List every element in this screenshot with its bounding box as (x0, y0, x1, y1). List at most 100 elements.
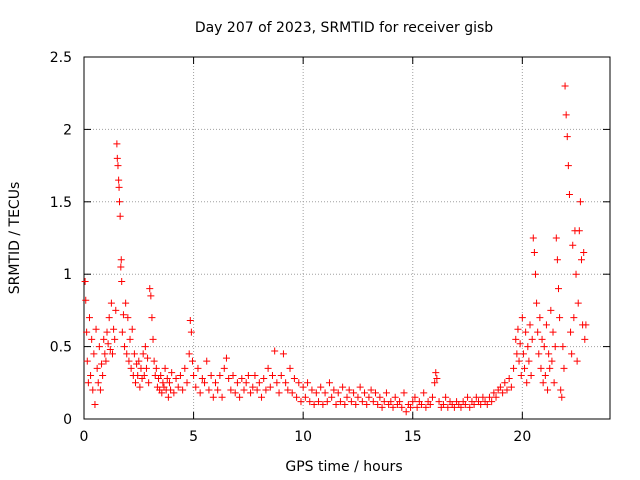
data-point (308, 386, 316, 394)
data-point (93, 364, 101, 372)
data-point (557, 386, 565, 394)
data-point (209, 393, 217, 401)
data-point (85, 314, 93, 322)
data-point (341, 401, 349, 409)
data-point (363, 401, 371, 409)
data-point (521, 364, 529, 372)
data-point (145, 379, 153, 387)
data-point (240, 386, 248, 394)
data-point (547, 306, 555, 314)
data-point (563, 133, 571, 141)
data-point (422, 403, 430, 411)
data-point (549, 328, 557, 336)
data-point (167, 386, 175, 394)
data-point (108, 350, 116, 358)
data-point (168, 369, 176, 377)
y-tick-label: 1.5 (50, 195, 72, 211)
data-point (334, 389, 342, 397)
data-point (535, 350, 543, 358)
data-point (187, 328, 195, 336)
data-point (565, 191, 573, 199)
data-point (499, 389, 507, 397)
data-point (115, 176, 123, 184)
data-point (163, 374, 171, 382)
data-point (538, 335, 546, 343)
data-point (582, 321, 590, 329)
data-point (550, 379, 558, 387)
data-point (525, 357, 533, 365)
data-point (398, 403, 406, 411)
data-point (479, 393, 487, 401)
data-point (315, 398, 323, 406)
data-point (104, 340, 112, 348)
data-point (389, 403, 397, 411)
data-point (174, 383, 182, 391)
data-point (328, 393, 336, 401)
data-point (517, 372, 525, 380)
data-point (207, 372, 215, 380)
data-point (146, 285, 154, 293)
data-point (159, 379, 167, 387)
data-point (442, 393, 450, 401)
data-point (567, 328, 575, 336)
x-tick-label: 10 (294, 429, 312, 445)
data-point (470, 401, 478, 409)
data-point (118, 277, 126, 285)
data-point (516, 340, 524, 348)
data-point (546, 364, 554, 372)
data-point (556, 314, 564, 322)
data-point (290, 374, 298, 382)
data-point (147, 292, 155, 300)
data-point (268, 372, 276, 380)
data-point (505, 374, 513, 382)
data-point (181, 364, 189, 372)
data-point (312, 389, 320, 397)
data-point (432, 369, 440, 377)
data-point (157, 372, 165, 380)
data-point (113, 140, 121, 148)
data-point (336, 398, 344, 406)
data-point (444, 403, 452, 411)
data-point (551, 343, 559, 351)
data-point (537, 364, 545, 372)
data-point (339, 383, 347, 391)
data-point (161, 364, 169, 372)
data-point (214, 386, 222, 394)
data-point (128, 325, 136, 333)
data-point (461, 401, 469, 409)
data-point (92, 325, 100, 333)
data-point (231, 389, 239, 397)
data-point (580, 248, 588, 256)
data-point (492, 393, 500, 401)
data-point (116, 212, 124, 220)
data-point (374, 401, 382, 409)
data-point (282, 379, 290, 387)
data-point (358, 398, 366, 406)
data-point (519, 350, 527, 358)
data-point (142, 364, 150, 372)
chart-title: Day 207 of 2023, SRMTID for receiver gis… (195, 20, 493, 36)
data-point (117, 256, 125, 264)
data-point (558, 393, 566, 401)
data-point (258, 393, 266, 401)
data-point (188, 357, 196, 365)
data-point (552, 234, 560, 242)
data-point (304, 379, 312, 387)
data-point (172, 374, 180, 382)
data-point (523, 379, 531, 387)
data-point (288, 389, 296, 397)
data-point (540, 343, 548, 351)
data-point (343, 393, 351, 401)
data-point (106, 345, 114, 353)
data-point (378, 403, 386, 411)
data-point (515, 357, 523, 365)
data-point (218, 393, 226, 401)
data-point (536, 314, 544, 322)
data-point (122, 299, 130, 307)
data-point (99, 372, 107, 380)
data-point (301, 393, 309, 401)
data-point (376, 393, 384, 401)
data-point (186, 317, 194, 325)
data-point (216, 372, 224, 380)
